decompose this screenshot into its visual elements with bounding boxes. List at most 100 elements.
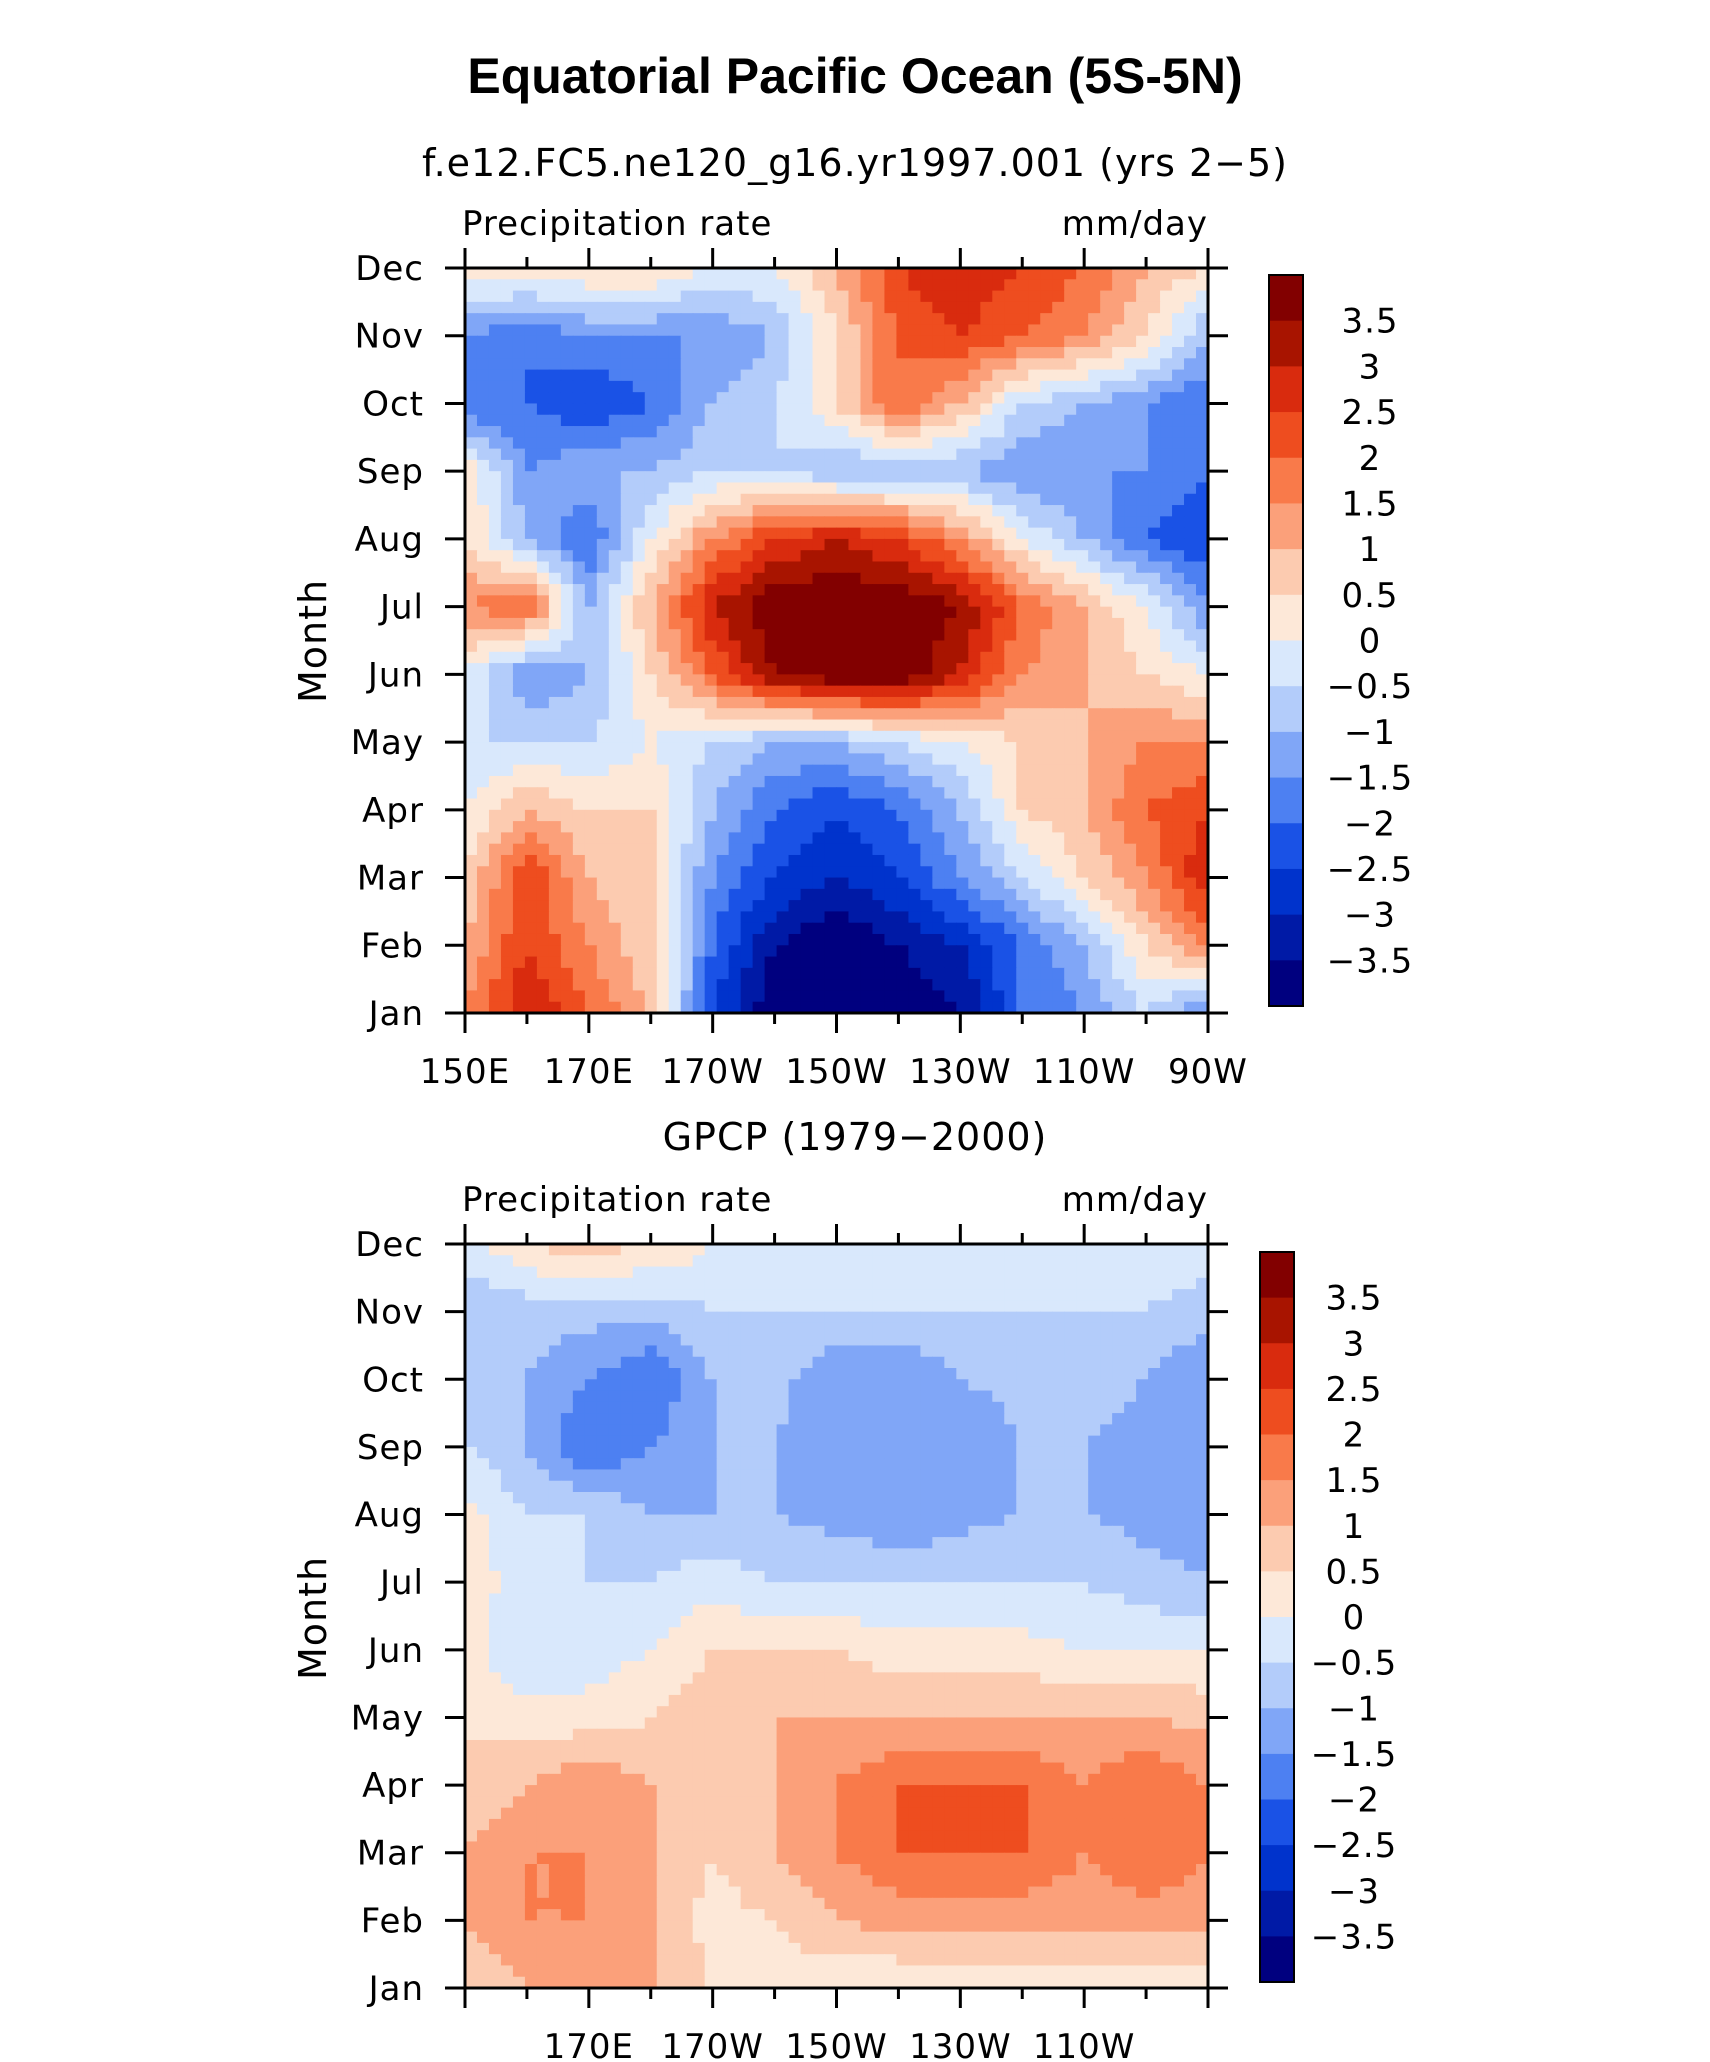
heatmap-cell — [692, 516, 706, 529]
heatmap-cell — [596, 403, 610, 416]
heatmap-cell — [1148, 516, 1161, 529]
heatmap-cell — [788, 787, 802, 800]
heatmap-cell — [944, 821, 957, 833]
heatmap-cell — [656, 1368, 670, 1380]
heatmap-cell — [524, 459, 538, 472]
heatmap-cell — [848, 787, 862, 800]
heatmap-cell — [656, 1322, 670, 1335]
heatmap-cell — [944, 877, 957, 890]
heatmap-cell — [596, 843, 610, 856]
heatmap-cell — [560, 392, 574, 405]
heatmap-cell — [692, 933, 706, 946]
heatmap-cell — [1064, 1266, 1077, 1279]
heatmap-cell — [1016, 324, 1029, 337]
heatmap-cell — [1112, 313, 1125, 326]
heatmap-cell — [944, 979, 957, 992]
heatmap-cell — [1136, 1356, 1149, 1369]
heatmap-cell — [680, 956, 694, 969]
heatmap-cell — [704, 933, 718, 946]
heatmap-cell — [812, 403, 826, 416]
heatmap-cell — [536, 426, 550, 438]
heatmap-cell — [1028, 369, 1041, 382]
heatmap-cell — [644, 696, 658, 709]
heatmap-cell — [656, 708, 670, 721]
heatmap-cell — [560, 448, 574, 461]
heatmap-cell — [608, 798, 622, 811]
heatmap-cell — [884, 900, 898, 913]
heatmap-cell — [572, 708, 586, 721]
heatmap-cell — [488, 335, 502, 348]
heatmap-cell — [812, 369, 826, 382]
heatmap-cell — [788, 606, 802, 619]
heatmap-cell — [728, 753, 742, 766]
heatmap-cell — [1052, 527, 1065, 540]
heatmap-cell — [668, 775, 682, 788]
heatmap-cell — [896, 900, 909, 913]
heatmap-cell — [1124, 482, 1137, 495]
heatmap-cell — [644, 1300, 658, 1313]
heatmap-cell — [1148, 313, 1161, 326]
heatmap-cell — [560, 945, 574, 958]
heatmap-cell — [560, 730, 574, 743]
heatmap-cell — [1136, 1277, 1149, 1290]
y-tick-label: Apr — [362, 791, 424, 831]
heatmap-cell — [1100, 290, 1113, 303]
heatmap-cell — [968, 1368, 981, 1380]
heatmap-cell — [824, 414, 838, 427]
heatmap-cell — [500, 369, 514, 382]
heatmap-cell — [1172, 821, 1185, 833]
heatmap-cell — [776, 911, 790, 924]
heatmap-cell — [1064, 426, 1077, 438]
heatmap-cell — [704, 1379, 718, 1392]
heatmap-cell — [1172, 888, 1185, 901]
heatmap-cell — [1172, 516, 1185, 529]
heatmap-cell — [1004, 854, 1017, 867]
heatmap-cell — [1160, 651, 1173, 664]
heatmap-cell — [716, 584, 730, 596]
heatmap-cell — [1040, 854, 1053, 867]
heatmap-cell — [692, 922, 706, 935]
heatmap-cell — [872, 922, 886, 935]
heatmap-cell — [656, 674, 670, 687]
heatmap-cell — [1196, 279, 1209, 292]
heatmap-cell — [1196, 493, 1209, 506]
heatmap-cell — [1148, 426, 1161, 438]
heatmap-cell — [764, 505, 778, 517]
heatmap-cell — [1028, 1266, 1041, 1279]
heatmap-cell — [560, 775, 574, 788]
heatmap-cell — [512, 821, 526, 833]
heatmap-cell — [980, 1334, 993, 1347]
heatmap-cell — [980, 1311, 993, 1324]
heatmap-cell — [716, 956, 730, 969]
heatmap-cell — [908, 584, 921, 596]
heatmap-cell — [668, 313, 682, 326]
heatmap-cell — [1184, 967, 1197, 980]
heatmap-cell — [1016, 753, 1029, 766]
heatmap-cell — [1064, 584, 1077, 596]
heatmap-cell — [1040, 1277, 1053, 1290]
heatmap-cell — [980, 933, 993, 946]
heatmap-cell — [476, 685, 490, 698]
heatmap-cell — [1064, 877, 1077, 890]
heatmap-cell — [572, 561, 586, 574]
heatmap-cell — [980, 448, 993, 461]
heatmap-cell — [476, 1001, 490, 1014]
heatmap-cell — [500, 538, 514, 551]
heatmap-cell — [716, 730, 730, 743]
heatmap-cell — [980, 1277, 993, 1290]
heatmap-cell — [1052, 640, 1065, 653]
heatmap-cell — [800, 719, 814, 732]
heatmap-cell — [800, 787, 814, 800]
heatmap-cell — [884, 414, 898, 427]
heatmap-cell — [800, 426, 814, 438]
heatmap-cell — [1160, 482, 1173, 495]
heatmap-cell — [968, 482, 981, 495]
heatmap-cell — [1196, 832, 1209, 845]
heatmap-cell — [500, 911, 514, 924]
heatmap-cell — [884, 933, 898, 946]
heatmap-cell — [740, 696, 754, 709]
heatmap-cell — [908, 809, 921, 822]
heatmap-cell — [1112, 471, 1125, 484]
heatmap-cell — [1064, 358, 1077, 371]
heatmap-cell — [728, 358, 742, 371]
